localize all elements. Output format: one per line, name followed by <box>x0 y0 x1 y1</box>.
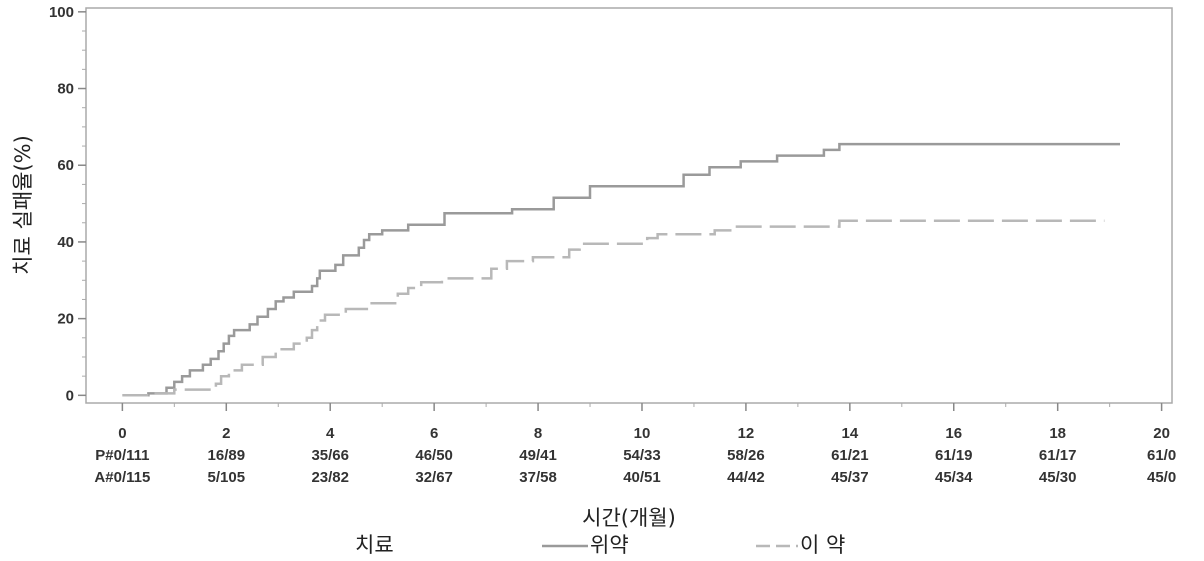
risk-value: 45/34 <box>935 469 973 486</box>
risk-value: 58/26 <box>727 447 765 464</box>
y-tick-label: 40 <box>57 234 74 251</box>
x-tick-label: 2 <box>222 425 230 442</box>
plot-frame <box>85 7 1173 404</box>
risk-value: 44/42 <box>727 469 765 486</box>
y-axis-title: 치료 실패율(%) <box>11 135 35 275</box>
risk-value: 61/21 <box>831 447 869 464</box>
risk-table: P#0/111 16/89 35/66 46/50 49/41 54/33 58/26 61/… <box>94 447 1176 486</box>
risk-value: 45/37 <box>831 469 869 486</box>
x-axis-title: 시간(개월) <box>582 506 676 530</box>
risk-value: 32/67 <box>415 469 453 486</box>
risk-value: 54/33 <box>623 447 661 464</box>
risk-value: 61/19 <box>935 447 973 464</box>
risk-value: P#0/111 <box>95 447 149 464</box>
x-tick-label: 20 <box>1153 425 1170 442</box>
legend-title: 치료 <box>355 533 394 557</box>
risk-value: 40/51 <box>623 469 661 486</box>
risk-value: 16/89 <box>208 447 246 464</box>
x-tick-label: 8 <box>534 425 542 442</box>
x-tick-label: 12 <box>738 425 755 442</box>
risk-value: 46/50 <box>415 447 453 464</box>
x-tick-label: 0 <box>118 425 126 442</box>
risk-value: 61/17 <box>1039 447 1077 464</box>
x-tick-label: 6 <box>430 425 438 442</box>
risk-value: 45/30 <box>1039 469 1077 486</box>
risk-value: 23/82 <box>311 469 349 486</box>
x-tick-label: 14 <box>841 425 858 442</box>
legend-label-drug: 이 약 <box>800 533 845 557</box>
risk-value: A#0/115 <box>94 469 150 486</box>
legend-label-placebo: 위약 <box>590 533 629 557</box>
risk-value: 5/105 <box>208 469 246 486</box>
y-axis: 0 20 40 60 80 100 <box>49 4 86 404</box>
x-axis: 0 2 4 6 8 10 12 14 16 18 20 <box>118 403 1170 442</box>
y-tick-label: 0 <box>66 387 74 404</box>
x-tick-label: 18 <box>1049 425 1066 442</box>
risk-value: 61/0 <box>1147 447 1176 464</box>
x-tick-label: 10 <box>634 425 651 442</box>
y-tick-label: 20 <box>57 311 74 328</box>
y-tick-label: 80 <box>57 81 74 98</box>
risk-value: 35/66 <box>311 447 349 464</box>
series-layer <box>122 142 1120 397</box>
legend: 치료 위약 이 약 <box>355 533 845 557</box>
risk-value: 37/58 <box>519 469 557 486</box>
risk-value: 49/41 <box>519 447 557 464</box>
risk-value: 45/0 <box>1147 469 1176 486</box>
x-tick-label: 16 <box>945 425 962 442</box>
y-tick-label: 60 <box>57 157 74 174</box>
series-line-placebo <box>122 142 1120 397</box>
x-tick-label: 4 <box>326 425 335 442</box>
y-tick-label: 100 <box>49 4 74 21</box>
